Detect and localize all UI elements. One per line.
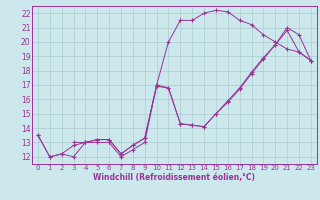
- X-axis label: Windchill (Refroidissement éolien,°C): Windchill (Refroidissement éolien,°C): [93, 173, 255, 182]
